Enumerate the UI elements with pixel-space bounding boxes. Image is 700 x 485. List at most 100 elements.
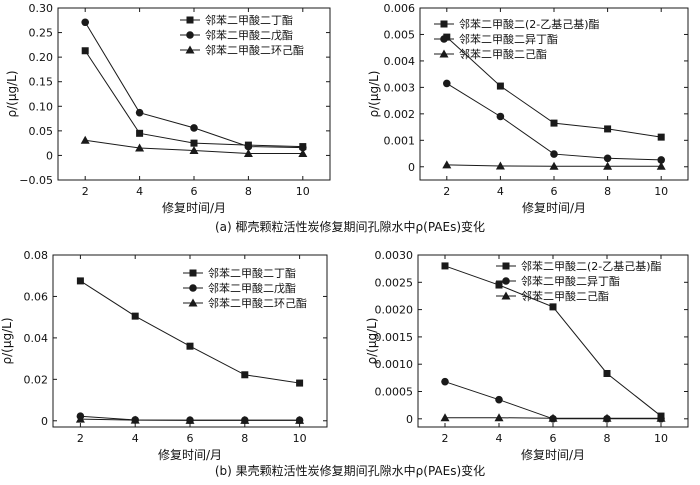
data-point [243, 148, 253, 157]
data-point [295, 415, 305, 424]
x-tick-label: 4 [136, 185, 143, 198]
legend-label: 邻苯二甲酸二戊酯 [205, 28, 293, 42]
data-point [131, 312, 139, 320]
data-point [602, 413, 612, 422]
data-point [441, 262, 449, 270]
y-axis-label: ρ/(μg/L) [5, 70, 19, 117]
y-tick-label: 0.02 [24, 373, 49, 386]
data-point [75, 414, 85, 423]
data-point [190, 124, 198, 132]
x-tick-label: 6 [551, 185, 558, 198]
data-point [80, 135, 90, 144]
data-point [296, 379, 304, 387]
y-axis-label: ρ/(μg/L) [0, 317, 14, 364]
series-line [444, 265, 662, 417]
data-point [136, 129, 144, 137]
x-tick-label: 4 [497, 185, 504, 198]
data-point [441, 377, 449, 386]
data-point [186, 342, 194, 350]
y-tick-label: 0 [408, 161, 415, 174]
legend-label: 邻苯二甲酸二(2-乙基己基)酯 [459, 17, 600, 31]
data-point [81, 47, 89, 55]
legend-marker [502, 262, 510, 270]
x-tick-label: 8 [245, 185, 252, 198]
y-tick-label: 0.0010 [375, 358, 414, 371]
y-tick-label: 0.20 [29, 51, 54, 64]
x-tick-label: 10 [654, 432, 668, 445]
data-point [549, 161, 559, 170]
data-point [495, 395, 503, 404]
legend-marker [188, 298, 198, 307]
y-tick-label: 0.30 [29, 2, 54, 15]
legend-label: 邻苯二甲酸二己酯 [521, 289, 609, 303]
x-tick-label: 4 [496, 432, 503, 445]
data-point [656, 161, 666, 170]
y-tick-label: 0 [46, 149, 53, 162]
y-tick-label: 0.0020 [375, 304, 414, 317]
legend-label: 邻苯二甲酸二环己酯 [208, 296, 307, 310]
plot-frame [52, 254, 328, 428]
x-tick-label: 10 [654, 185, 668, 198]
data-point [496, 112, 505, 121]
data-point [603, 154, 612, 163]
data-point [189, 146, 199, 155]
chart-a-left: −0.05 0 0.05 0.10 0.15 0.20 0.25 0.30 2 4 6 8 10 修复时间… [5, 2, 331, 215]
data-point [244, 142, 253, 151]
chart-a-right: 0 0.001 0.002 0.003 0.004 0.005 0.006 2 4 6 8 10 修复时… [367, 2, 689, 215]
legend-label: 邻苯二甲酸二己酯 [459, 47, 547, 61]
y-tick-label: 0.04 [24, 332, 49, 345]
y-tick-label: 0.004 [384, 55, 416, 68]
y-tick-label: 0.0015 [375, 331, 414, 344]
y-axis-label: ρ/(μg/L) [365, 317, 379, 364]
data-point [130, 415, 140, 424]
y-tick-label: −0.05 [19, 174, 53, 187]
data-point [440, 413, 450, 422]
x-tick-label: 2 [77, 432, 84, 445]
y-tick-label: 0.001 [384, 134, 416, 147]
data-point [496, 82, 504, 90]
legend-marker [189, 269, 197, 277]
legend-label: 邻苯二甲酸二丁酯 [208, 266, 296, 280]
y-tick-label: 0.25 [29, 27, 54, 40]
x-axis-label: 修复时间/月 [521, 447, 585, 462]
data-point [495, 281, 503, 289]
chart-b-left: 0 0.02 0.04 0.06 0.08 2 4 6 8 10 修复时间/月 ρ/(μg/L) 邻苯二… [0, 249, 328, 462]
data-point [81, 18, 89, 27]
legend-marker [502, 277, 510, 285]
data-point [657, 133, 665, 141]
data-point [190, 139, 198, 147]
legend-label: 邻苯二甲酸二(2-乙基己基)酯 [521, 259, 662, 273]
x-tick-label: 4 [132, 432, 139, 445]
data-point [135, 143, 145, 152]
y-tick-label: 0.08 [24, 249, 49, 262]
legend-marker [185, 45, 195, 54]
legend-marker [189, 284, 197, 292]
y-tick-label: 0.0005 [375, 386, 414, 399]
data-point [550, 119, 558, 127]
data-point [549, 303, 557, 311]
y-axis-label: ρ/(μg/L) [367, 70, 381, 117]
y-tick-label: 0.0030 [375, 249, 414, 262]
x-tick-label: 6 [550, 432, 557, 445]
data-point [603, 369, 611, 377]
legend-label: 邻苯二甲酸二异丁酯 [459, 32, 558, 46]
data-point [443, 79, 451, 88]
series-line [84, 50, 303, 148]
x-tick-label: 10 [293, 432, 307, 445]
data-point [603, 161, 613, 170]
legend-marker [186, 31, 194, 39]
data-point [442, 160, 452, 169]
data-point [495, 161, 505, 170]
legend-marker [501, 291, 511, 300]
data-point [604, 125, 612, 133]
legend-marker [439, 49, 449, 58]
y-tick-label: 0.15 [29, 76, 54, 89]
y-tick-label: 0.10 [29, 100, 54, 113]
caption-a: (a) 椰壳颗粒活性炭修复期间孔隙水中ρ(PAEs)变化 [214, 220, 486, 234]
x-tick-label: 6 [191, 185, 198, 198]
caption-b: (b) 果壳颗粒活性炭修复期间孔隙水中ρ(PAEs)变化 [214, 464, 486, 478]
data-point [656, 413, 666, 422]
data-point [299, 143, 307, 152]
